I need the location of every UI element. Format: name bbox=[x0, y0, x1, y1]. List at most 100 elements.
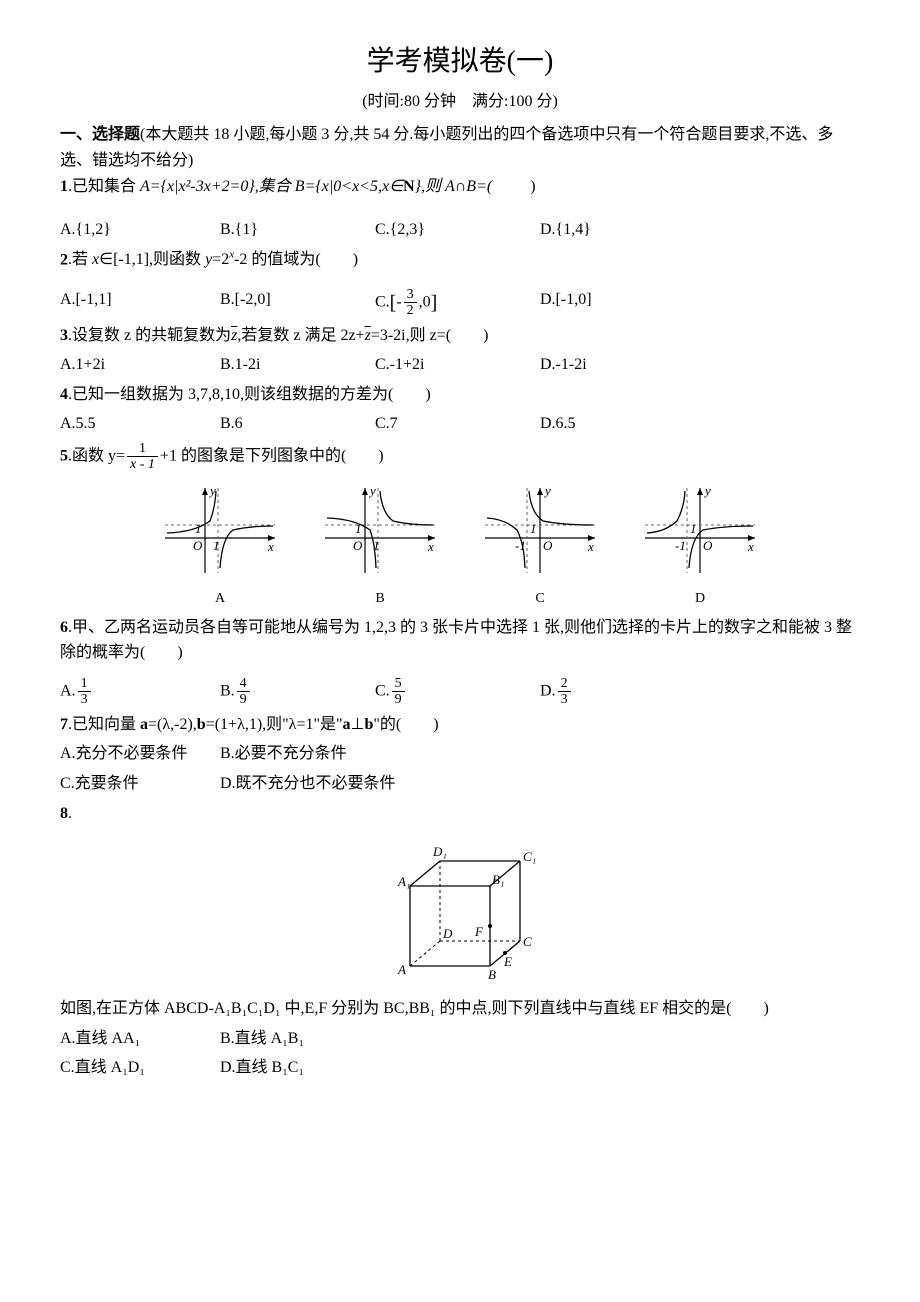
q4-options: A.5.5 B.6 C.7 D.6.5 bbox=[60, 411, 860, 437]
q7-perp: ⊥ bbox=[351, 716, 365, 733]
svg-text:-1: -1 bbox=[675, 538, 686, 553]
q4-num: 4 bbox=[60, 386, 68, 403]
svg-text:A: A bbox=[397, 962, 406, 977]
q8-options-2: C.直线 A₁D₁ D.直线 B₁C₁ bbox=[60, 1055, 860, 1081]
q4-opt-a: A.5.5 bbox=[60, 411, 220, 437]
q5-graph-a: O 1 1 x y bbox=[155, 483, 285, 578]
q3-num: 3 bbox=[60, 327, 68, 344]
q7-options-1: A.充分不必要条件 B.必要不充分条件 bbox=[60, 741, 860, 767]
svg-text:O: O bbox=[353, 538, 363, 553]
q7-b: b bbox=[197, 716, 206, 733]
q5-num: 5 bbox=[60, 448, 68, 465]
svg-text:B: B bbox=[488, 967, 496, 982]
q5-figures: O 1 1 x y A O 1 1 x y bbox=[60, 483, 860, 611]
q3-opt-b: B.1-2i bbox=[220, 352, 375, 378]
question-8: 8. A B C D A₁ B₁ bbox=[60, 801, 860, 1081]
q3-options: A.1+2i B.1-2i C.-1+2i D.-1-2i bbox=[60, 352, 860, 378]
svg-text:y: y bbox=[543, 483, 551, 498]
q2-opt-d: D.[-1,0] bbox=[540, 287, 695, 319]
q5-text: .函数 y= bbox=[68, 448, 125, 465]
q4-opt-d: D.6.5 bbox=[540, 411, 695, 437]
svg-text:O: O bbox=[543, 538, 553, 553]
svg-text:y: y bbox=[368, 483, 376, 498]
q3-text3: =3-2i,则 z=( ) bbox=[371, 327, 489, 344]
q7-eq1: =(λ,-2), bbox=[148, 716, 197, 733]
svg-text:F: F bbox=[474, 924, 484, 939]
q6-opt-c: C.59 bbox=[375, 676, 540, 708]
q2-opt-c: C.[-32,0] bbox=[375, 287, 540, 319]
svg-text:x: x bbox=[747, 539, 754, 554]
question-2: 2.若 x∈[-1,1],则函数 y=2x-2 的值域为( ) A.[-1,1]… bbox=[60, 247, 860, 319]
svg-text:y: y bbox=[703, 483, 711, 498]
question-4: 4.已知一组数据为 3,7,8,10,则该组数据的方差为( ) A.5.5 B.… bbox=[60, 382, 860, 437]
q5-graph-d: O -1 1 x y bbox=[635, 483, 765, 578]
question-5: 5.函数 y=1x - 1+1 的图象是下列图象中的( ) O 1 1 x y … bbox=[60, 441, 860, 611]
svg-text:1: 1 bbox=[373, 538, 380, 553]
svg-text:A₁: A₁ bbox=[397, 874, 410, 889]
q7-a2: a bbox=[343, 716, 351, 733]
q6-opt-d: D.23 bbox=[540, 676, 695, 708]
q6-text: .甲、乙两名运动员各自等可能地从编号为 1,2,3 的 3 张卡片中选择 1 张… bbox=[60, 619, 852, 662]
q6-opt-b: B.49 bbox=[220, 676, 375, 708]
q1-options: A.{1,2} B.{1} C.{2,3} D.{1,4} bbox=[60, 217, 860, 243]
q1-num: 1 bbox=[60, 178, 68, 195]
q7-text: .已知向量 bbox=[68, 716, 140, 733]
q6-num: 6 bbox=[60, 619, 68, 636]
question-7: 7.已知向量 a=(λ,-2),b=(1+λ,1),则"λ=1"是"a⊥b"的(… bbox=[60, 712, 860, 797]
q1-opt-d: D.{1,4} bbox=[540, 217, 695, 243]
q1-math-end: },则 A∩B=( bbox=[415, 178, 493, 195]
q8-cube: A B C D A₁ B₁ C₁ D₁ E F bbox=[370, 836, 550, 986]
svg-text:O: O bbox=[703, 538, 713, 553]
q4-text: .已知一组数据为 3,7,8,10,则该组数据的方差为( ) bbox=[68, 386, 431, 403]
svg-text:B₁: B₁ bbox=[492, 872, 504, 887]
q1-opt-b: B.{1} bbox=[220, 217, 375, 243]
q3-text: .设复数 z 的共轭复数为 bbox=[68, 327, 231, 344]
svg-text:1: 1 bbox=[355, 521, 362, 536]
q4-opt-b: B.6 bbox=[220, 411, 375, 437]
q1-blank: ) bbox=[492, 178, 538, 195]
svg-text:O: O bbox=[193, 538, 203, 553]
q8-desc: 如图,在正方体 ABCD-A₁B₁C₁D₁ 中,E,F 分别为 BC,BB₁ 的… bbox=[60, 996, 860, 1022]
section-label: 一、选择题 bbox=[60, 126, 140, 143]
q5-label-d: D bbox=[635, 588, 765, 610]
q5-frac-num: 1 bbox=[127, 441, 158, 457]
svg-text:1: 1 bbox=[530, 521, 537, 536]
question-6: 6.甲、乙两名运动员各自等可能地从编号为 1,2,3 的 3 张卡片中选择 1 … bbox=[60, 615, 860, 708]
q2-text: .若 x∈[-1,1],则函数 y=2x-2 的值域为( ) bbox=[68, 251, 358, 268]
page-subtitle: (时间:80 分钟 满分:100 分) bbox=[60, 89, 860, 115]
q5-label-a: A bbox=[155, 588, 285, 610]
q8-options-1: A.直线 AA₁ B.直线 A₁B₁ bbox=[60, 1026, 860, 1052]
svg-text:x: x bbox=[427, 539, 434, 554]
q8-dot: . bbox=[68, 805, 72, 822]
q3-opt-a: A.1+2i bbox=[60, 352, 220, 378]
q2-opt-a: A.[-1,1] bbox=[60, 287, 220, 319]
q3-opt-c: C.-1+2i bbox=[375, 352, 540, 378]
page-title: 学考模拟卷(一) bbox=[60, 40, 860, 85]
svg-text:1: 1 bbox=[195, 521, 202, 536]
q6-opt-a: A.13 bbox=[60, 676, 220, 708]
svg-text:x: x bbox=[267, 539, 274, 554]
svg-text:C: C bbox=[523, 934, 532, 949]
q7-opt-c: C.充要条件 bbox=[60, 771, 220, 797]
q8-opt-b: B.直线 A₁B₁ bbox=[220, 1026, 304, 1052]
svg-text:D: D bbox=[442, 926, 453, 941]
q2-options: A.[-1,1] B.[-2,0] C.[-32,0] D.[-1,0] bbox=[60, 287, 860, 319]
q4-opt-c: C.7 bbox=[375, 411, 540, 437]
svg-text:E: E bbox=[503, 954, 512, 969]
svg-text:y: y bbox=[208, 483, 216, 498]
svg-text:1: 1 bbox=[213, 538, 220, 553]
q5-graph-b: O 1 1 x y bbox=[315, 483, 445, 578]
q3-opt-d: D.-1-2i bbox=[540, 352, 695, 378]
q7-opt-b: B.必要不充分条件 bbox=[220, 741, 347, 767]
svg-text:x: x bbox=[587, 539, 594, 554]
q8-opt-a: A.直线 AA₁ bbox=[60, 1026, 220, 1052]
svg-text:1: 1 bbox=[690, 521, 697, 536]
q7-eq2: =(1+λ,1),则"λ=1"是" bbox=[206, 716, 343, 733]
svg-text:D₁: D₁ bbox=[432, 844, 447, 859]
q6-options: A.13 B.49 C.59 D.23 bbox=[60, 676, 860, 708]
q7-num: 7 bbox=[60, 716, 68, 733]
q7-options-2: C.充要条件 D.既不充分也不必要条件 bbox=[60, 771, 860, 797]
q8-opt-c: C.直线 A₁D₁ bbox=[60, 1055, 220, 1081]
q1-opt-a: A.{1,2} bbox=[60, 217, 220, 243]
q1-N: N bbox=[403, 178, 415, 195]
